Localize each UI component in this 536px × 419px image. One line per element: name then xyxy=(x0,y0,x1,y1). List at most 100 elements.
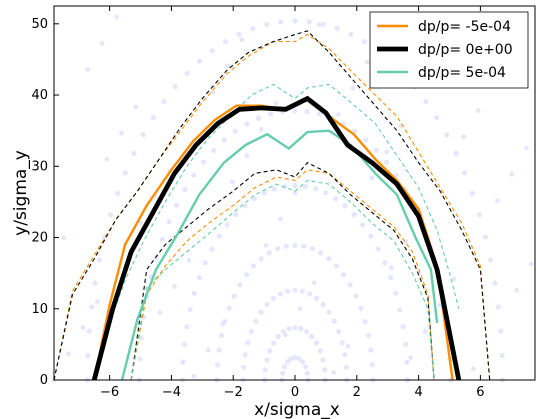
background-point xyxy=(365,332,372,339)
background-point xyxy=(181,341,187,347)
background-point xyxy=(343,364,349,370)
background-point xyxy=(210,89,216,95)
background-point xyxy=(476,212,482,218)
background-point xyxy=(361,39,368,45)
background-point xyxy=(258,309,264,315)
background-point xyxy=(184,70,190,76)
background-point xyxy=(226,305,232,311)
background-point xyxy=(237,282,243,288)
axes: −6 −4 −2 0 2 4 6 0 10 20 30 40 50 xyxy=(31,5,536,400)
background-point xyxy=(331,370,336,375)
background-point xyxy=(278,19,284,25)
background-point xyxy=(242,203,248,209)
background-point xyxy=(241,364,247,370)
background-point xyxy=(509,171,515,177)
background-point xyxy=(159,236,165,242)
background-point xyxy=(270,295,276,301)
background-point xyxy=(184,324,190,330)
background-point xyxy=(66,351,71,357)
background-point xyxy=(251,196,257,202)
background-point xyxy=(108,212,114,218)
background-point xyxy=(292,108,298,114)
background-point xyxy=(326,256,332,262)
background-point xyxy=(251,263,257,269)
background-point xyxy=(138,335,144,341)
background-point xyxy=(334,25,340,32)
background-point xyxy=(322,367,328,373)
background-point xyxy=(137,356,143,362)
background-point xyxy=(275,333,281,340)
background-point xyxy=(388,275,394,281)
background-point xyxy=(364,59,370,65)
background-point xyxy=(209,48,215,54)
background-point xyxy=(115,190,121,196)
background-point xyxy=(122,170,128,176)
background-point xyxy=(92,280,98,286)
background-point xyxy=(403,341,409,347)
background-point xyxy=(342,203,348,209)
background-point xyxy=(280,370,286,376)
background-point xyxy=(232,128,238,134)
background-point xyxy=(86,328,92,334)
legend: dp/p= -5e-04 dp/p= 0e+00 dp/p= 5e-04 xyxy=(369,11,529,89)
background-point xyxy=(157,310,163,316)
background-point xyxy=(236,31,242,37)
background-point xyxy=(205,347,211,353)
background-point xyxy=(196,58,203,64)
background-point xyxy=(316,111,322,117)
background-point xyxy=(333,263,339,269)
background-point xyxy=(339,340,345,346)
series-line-1 xyxy=(91,95,462,381)
y-tick-label: 20 xyxy=(31,231,48,246)
background-point xyxy=(191,373,197,379)
background-point xyxy=(342,352,348,358)
background-point xyxy=(314,295,320,301)
background-point xyxy=(393,290,399,296)
background-point xyxy=(85,67,91,72)
background-point xyxy=(225,63,230,69)
background-point xyxy=(528,261,534,267)
legend-label: dp/p= 5e-04 xyxy=(418,65,506,81)
background-point xyxy=(302,183,308,189)
background-point xyxy=(408,355,414,360)
background-point xyxy=(347,282,353,288)
background-point xyxy=(383,159,390,165)
background-point xyxy=(336,112,341,117)
background-point xyxy=(267,348,273,354)
background-point xyxy=(302,364,309,370)
background-point xyxy=(360,222,366,228)
background-point xyxy=(242,352,248,358)
background-point xyxy=(248,328,254,335)
background-point xyxy=(298,326,304,332)
background-point xyxy=(85,352,91,359)
background-point xyxy=(222,39,229,45)
background-point xyxy=(323,190,329,196)
background-point xyxy=(362,319,368,325)
background-point xyxy=(492,280,498,286)
background-point xyxy=(250,25,256,32)
background-point xyxy=(239,37,245,43)
legend-label: dp/p= 0e+00 xyxy=(418,42,513,58)
background-point xyxy=(191,172,197,178)
background-point xyxy=(264,357,270,363)
background-point xyxy=(304,109,310,115)
background-point xyxy=(313,186,319,192)
background-point xyxy=(172,84,178,90)
background-point xyxy=(244,153,250,159)
background-point xyxy=(389,265,394,271)
series-line-6 xyxy=(130,169,435,381)
background-point xyxy=(300,359,306,365)
background-point xyxy=(174,202,180,208)
background-point xyxy=(475,108,481,114)
background-point xyxy=(292,242,298,248)
background-point xyxy=(470,366,476,372)
background-point xyxy=(296,356,302,362)
background-point xyxy=(309,333,315,340)
background-point xyxy=(311,280,317,286)
x-tick-label: 4 xyxy=(414,385,422,400)
background-point xyxy=(462,170,468,176)
background-point xyxy=(282,183,288,189)
background-point xyxy=(283,332,288,338)
background-point xyxy=(363,137,369,143)
